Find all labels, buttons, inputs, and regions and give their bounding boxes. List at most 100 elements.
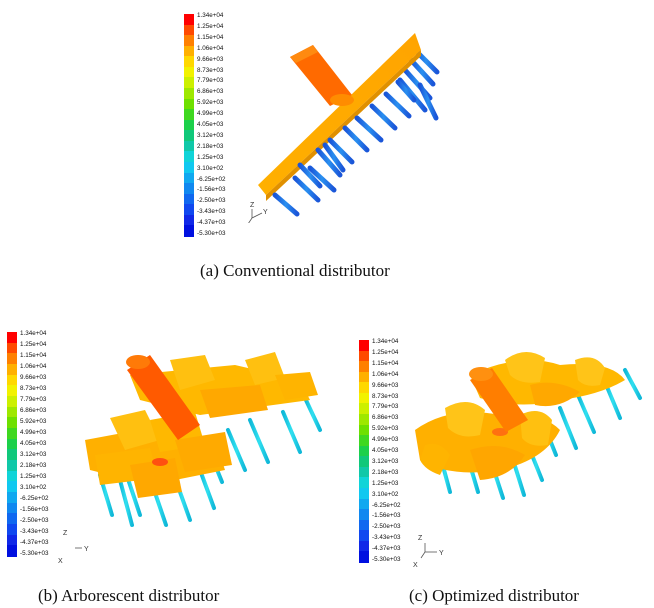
outlet-pipes-front [272, 79, 417, 217]
colorbar-b: 1.34e+04 1.25e+04 1.15e+04 1.06e+04 9.66e+03… [7, 330, 57, 557]
colorbar-segment [184, 130, 194, 142]
colorbar-tick-label: 4.99e+03 [197, 110, 224, 118]
colorbar-segment [184, 140, 194, 152]
upper-branch-b [130, 352, 318, 418]
colorbar-segment [359, 445, 369, 457]
colorbar-c: 1.34e+04 1.25e+04 1.15e+04 1.06e+04 9.66e+03… [359, 338, 409, 563]
colorbar-segment [359, 361, 369, 373]
colorbar-tick-label: 1.25e+04 [197, 22, 224, 30]
axis-triad-a [248, 209, 263, 223]
colorbar-tick-label: -1.56e+03 [20, 506, 49, 513]
axis-label-y: Y [263, 209, 268, 216]
colorbar-tick-label: 9.66e+03 [372, 381, 399, 389]
caption-b: (b) Arborescent distributor [38, 586, 220, 605]
colorbar-tick-label: 3.12e+03 [197, 131, 224, 139]
model-arborescent-distributor [75, 352, 322, 549]
colorbar-tick-label: 1.34e+04 [197, 12, 224, 19]
colorbar-tick-label: 7.79e+03 [20, 396, 47, 403]
colorbar-tick-label: 1.06e+04 [372, 370, 399, 378]
colorbar-tick-label: -6.25e+02 [372, 501, 401, 509]
colorbar-tick-label: 1.34e+04 [372, 338, 399, 345]
colorbar-segment [7, 449, 17, 461]
colorbar-segment [184, 162, 194, 174]
model-conventional-distributor: Z Y X [248, 33, 440, 223]
colorbar-tick-label: 1.06e+04 [197, 44, 224, 52]
colorbar-segment [7, 332, 17, 344]
colorbar-segment [359, 498, 369, 510]
colorbar-tick-label: -5.30e+03 [372, 556, 401, 563]
colorbar-tick-label: 2.18e+03 [372, 468, 399, 476]
colorbar-segment [184, 193, 194, 205]
upper-branch-c [470, 351, 625, 407]
inlet-pipe [290, 45, 352, 106]
colorbar-segment [7, 534, 17, 546]
axis-labels-c: Z Y X [413, 535, 444, 569]
colorbar-segment [7, 481, 17, 493]
colorbar-tick-label: 1.25e+03 [197, 153, 224, 161]
colorbar-segment [184, 183, 194, 195]
inlet-pipe-b [127, 355, 200, 440]
colorbar-segment [359, 392, 369, 404]
colorbar-segment [184, 214, 194, 226]
colorbar-segment [184, 56, 194, 68]
colorbar-tick-label: 4.05e+03 [372, 447, 399, 454]
colorbar-segment [7, 438, 17, 450]
colorbar-segment [359, 488, 369, 500]
colorbar-segment [359, 477, 369, 489]
colorbar-segment [184, 66, 194, 78]
caption-c: (c) Optimized distributor [409, 586, 579, 605]
colorbar-segment [7, 524, 17, 536]
colorbar-tick-label: -2.50e+03 [20, 517, 49, 524]
colorbar-tick-label: 6.86e+03 [372, 414, 399, 422]
colorbar-tick-label: 3.12e+03 [20, 451, 47, 458]
inlet-pipe-c [470, 368, 528, 432]
colorbar-tick-label: 1.34e+04 [20, 330, 47, 337]
axis-triad-b [75, 547, 82, 549]
colorbar-tick-label: 1.06e+04 [20, 363, 47, 370]
colorbar-tick-label: -4.37e+03 [197, 219, 226, 227]
colorbar-tick-label: 7.79e+03 [197, 77, 224, 85]
colorbar-segment [7, 545, 17, 557]
colorbar-tick-label: 1.15e+04 [20, 352, 47, 359]
colorbar-tick-label: -3.43e+03 [372, 534, 401, 542]
colorbar-tick-label: 3.10e+02 [372, 490, 399, 498]
colorbar-tick-label: 1.25e+03 [20, 473, 47, 480]
colorbar-tick-label: -6.25e+02 [20, 495, 49, 502]
colorbar-tick-label: -5.30e+03 [197, 230, 226, 237]
colorbar-tick-label: 4.99e+03 [20, 429, 47, 436]
axis-label-x: X [58, 558, 63, 565]
colorbar-segment [359, 350, 369, 362]
colorbar-tick-label: -1.56e+03 [197, 186, 226, 194]
colorbar-a: 1.34e+04 1.25e+04 1.15e+04 1.06e+04 9.66e+03… [184, 12, 234, 237]
colorbar-segment [7, 417, 17, 429]
colorbar-tick-label: 6.86e+03 [197, 88, 224, 96]
colorbar-tick-label: 2.18e+03 [20, 462, 47, 469]
colorbar-segment [7, 374, 17, 386]
colorbar-tick-label: 3.10e+02 [197, 164, 224, 172]
colorbar-tick-label: 4.05e+03 [20, 440, 47, 447]
colorbar-segment [359, 551, 369, 563]
colorbar-tick-label: 1.25e+03 [372, 479, 399, 487]
colorbar-segment [184, 77, 194, 89]
axis-labels-b: Z Y X [58, 530, 89, 565]
axis-triad-c [420, 543, 437, 559]
axis-label-z: Z [63, 530, 68, 537]
colorbar-tick-label: 1.25e+04 [372, 348, 399, 356]
colorbar-segment [7, 502, 17, 514]
colorbar-tick-label: -5.30e+03 [20, 550, 49, 557]
axis-label-z: Z [250, 202, 255, 209]
colorbar-segment [184, 14, 194, 26]
colorbar-tick-label: -1.56e+03 [372, 512, 401, 520]
colorbar-segment [7, 513, 17, 525]
colorbar-segment [359, 403, 369, 415]
colorbar-tick-label: 8.73e+03 [20, 385, 47, 392]
colorbar-segment [184, 151, 194, 163]
colorbar-segment [184, 24, 194, 36]
colorbar-segment [7, 492, 17, 504]
colorbar-segment [359, 466, 369, 478]
colorbar-tick-label: 4.05e+03 [197, 121, 224, 128]
colorbar-segment [7, 406, 17, 418]
colorbar-segment [184, 88, 194, 100]
colorbar-segment [7, 385, 17, 397]
colorbar-segment [359, 456, 369, 468]
